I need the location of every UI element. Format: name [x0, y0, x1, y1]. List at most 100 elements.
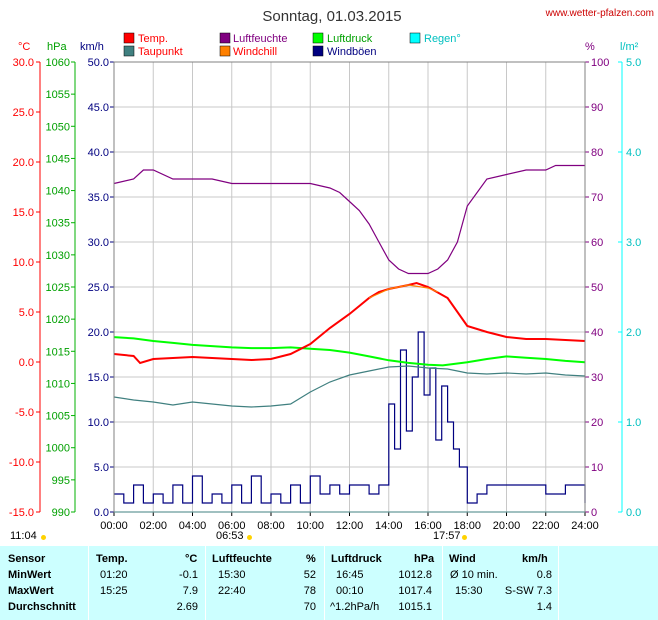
series-windchill	[368, 284, 439, 299]
tick-label-x: 22:00	[532, 520, 560, 532]
tick-label-percent: 30	[591, 372, 603, 384]
tick-label-celsius: 10.0	[13, 257, 34, 269]
stats-table: Sensor Temp. °C Luftfeuchte % Luftdruck …	[0, 546, 658, 620]
tick-label-percent: 20	[591, 417, 603, 429]
sunrise-marker	[247, 535, 252, 540]
cell-press-time: ^1.2hPa/h	[330, 601, 380, 613]
tick-label-celsius: -10.0	[9, 457, 34, 469]
tick-label-x: 08:00	[257, 520, 285, 532]
svg-text:Taupunkt: Taupunkt	[138, 46, 183, 58]
grid	[113, 61, 586, 513]
hdr-temp-unit: °C	[185, 553, 198, 565]
plot-frame	[113, 61, 586, 513]
tick-label-x: 10:00	[296, 520, 324, 532]
hdr-temp: Temp.	[96, 553, 128, 565]
tick-label-kmh: 10.0	[88, 417, 109, 429]
tick-label-kmh: 20.0	[88, 327, 109, 339]
axis-lm2: 5.0 4.0 3.0 2.0 1.0 0.0	[618, 57, 641, 519]
moonrise-label: 11:04	[10, 530, 37, 542]
cell-wind-time: Ø 10 min.	[450, 569, 498, 581]
chart-title: Sonntag, 01.03.2015	[262, 8, 401, 25]
tick-label-lm2: 1.0	[626, 417, 641, 429]
cell-press-val: 1015.1	[398, 601, 432, 613]
tick-label-x: 12:00	[336, 520, 364, 532]
legend-item-windchill: Windchill	[219, 45, 277, 58]
tick-label-kmh: 30.0	[88, 237, 109, 249]
cell-temp-val: 7.9	[182, 585, 198, 597]
hdr-hum: Luftfeuchte	[212, 553, 272, 565]
tick-label-lm2: 0.0	[626, 507, 641, 519]
cell-hum-val: 52	[303, 569, 316, 581]
tick-label-percent: 80	[591, 147, 603, 159]
cell-temp-time: 15:25	[100, 585, 128, 597]
tick-label-hpa: 1060	[46, 57, 70, 69]
tick-label-percent: 100	[591, 57, 609, 69]
tick-label-hpa: 1000	[46, 443, 70, 455]
hdr-press-unit: hPa	[414, 553, 435, 565]
tick-label-percent: 50	[591, 282, 603, 294]
row-label: Durchschnitt	[8, 601, 76, 613]
hdr-sensor: Sensor	[8, 553, 46, 565]
tick-label-hpa: 1035	[46, 218, 70, 230]
unit-celsius: °C	[18, 41, 30, 53]
cell-hum-time: 15:30	[218, 569, 246, 581]
hdr-press: Luftdruck	[331, 553, 382, 565]
tick-label-celsius: -15.0	[9, 507, 34, 519]
tick-label-x: 02:00	[139, 520, 167, 532]
series-luftfeuchte	[113, 164, 585, 275]
cell-hum-time: 22:40	[218, 585, 246, 597]
tick-label-hpa: 1010	[46, 378, 70, 390]
tick-label-kmh: 35.0	[88, 192, 109, 204]
cell-temp-val: -0.1	[179, 569, 198, 581]
tick-label-percent: 40	[591, 327, 603, 339]
tick-label-celsius: 15.0	[13, 207, 34, 219]
series-luftdruck	[113, 336, 586, 367]
cell-wind-time: 15:30	[455, 585, 483, 597]
svg-text:Windböen: Windböen	[327, 46, 377, 58]
tick-label-celsius: 5.0	[19, 307, 34, 319]
tick-label-x: 14:00	[375, 520, 403, 532]
tick-label-hpa: 1050	[46, 121, 70, 133]
tick-label-lm2: 2.0	[626, 327, 641, 339]
axis-hpa: 1060 1055 1050 1045 1040 1035 1030 1025 1020 1015…	[46, 57, 76, 519]
cell-temp-time: 01:20	[100, 569, 128, 581]
tick-label-percent: 10	[591, 462, 603, 474]
tick-label-hpa: 1045	[46, 153, 70, 165]
hdr-wind: Wind	[449, 553, 476, 565]
cell-hum-val: 78	[303, 585, 316, 597]
svg-text:Temp.: Temp.	[138, 33, 168, 45]
tick-label-x: 00:00	[100, 520, 128, 532]
tick-label-hpa: 990	[52, 507, 70, 519]
sunset-marker	[462, 535, 467, 540]
sunrise-label: 06:53	[216, 530, 244, 542]
unit-kmh: km/h	[80, 41, 104, 53]
tick-label-celsius: 0.0	[19, 357, 34, 369]
tick-label-x: 20:00	[493, 520, 521, 532]
tick-label-x: 18:00	[453, 520, 481, 532]
hdr-hum-unit: %	[306, 553, 316, 565]
cell-press-time: 16:45	[336, 569, 364, 581]
site-link[interactable]: www.wetter-pfalzen.com	[545, 8, 654, 19]
tick-label-celsius: -5.0	[15, 407, 34, 419]
axis-kmh: 50.0 45.0 40.0 35.0 30.0 25.0 20.0 15.0 10.0 5.0 0…	[88, 57, 114, 519]
legend-item-luftdruck: Luftdruck	[312, 32, 373, 45]
tick-label-celsius: 20.0	[13, 157, 34, 169]
cell-wind-val: S-SW 7.3	[504, 585, 552, 597]
tick-label-hpa: 1015	[46, 346, 70, 358]
tick-label-x: 16:00	[414, 520, 442, 532]
tick-label-celsius: 25.0	[13, 107, 34, 119]
unit-hpa: hPa	[47, 41, 67, 53]
hdr-wind-unit: km/h	[522, 553, 548, 565]
tick-label-percent: 60	[591, 237, 603, 249]
cell-press-time: 00:10	[336, 585, 364, 597]
tick-label-lm2: 3.0	[626, 237, 641, 249]
cell-temp-val: 2.69	[176, 601, 198, 613]
legend-item-regen: Regen°	[409, 32, 461, 45]
cell-press-val: 1012.8	[398, 569, 432, 581]
legend-item-temp: Temp.	[123, 32, 168, 45]
cell-hum-val: 70	[303, 601, 316, 613]
svg-text:Regen°: Regen°	[424, 33, 461, 45]
legend-item-windboeen: Windböen	[312, 45, 377, 58]
tick-label-lm2: 4.0	[626, 147, 641, 159]
